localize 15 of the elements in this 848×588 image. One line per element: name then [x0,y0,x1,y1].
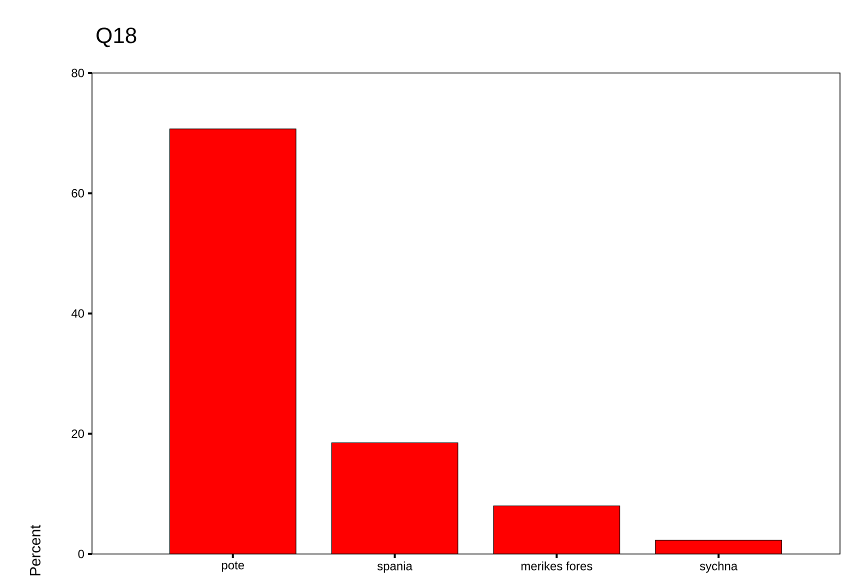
y-tick-label: 20 [72,429,84,438]
bar [170,128,296,554]
y-tick-label: 0 [78,550,84,558]
x-tick-label: spania [377,562,412,573]
y-axis-title: Percent [30,524,40,576]
y-tick-label: 80 [72,68,84,78]
bar [655,540,782,554]
chart-title: Q18 [96,28,136,48]
x-tick-label: pote [222,562,244,572]
y-tick-label: 40 [71,309,84,318]
bar [493,506,620,554]
y-tick-label: 60 [72,189,84,198]
x-tick-label: sychna [700,562,738,573]
bar [331,442,458,554]
x-tick-label: merikes fores [521,562,592,570]
